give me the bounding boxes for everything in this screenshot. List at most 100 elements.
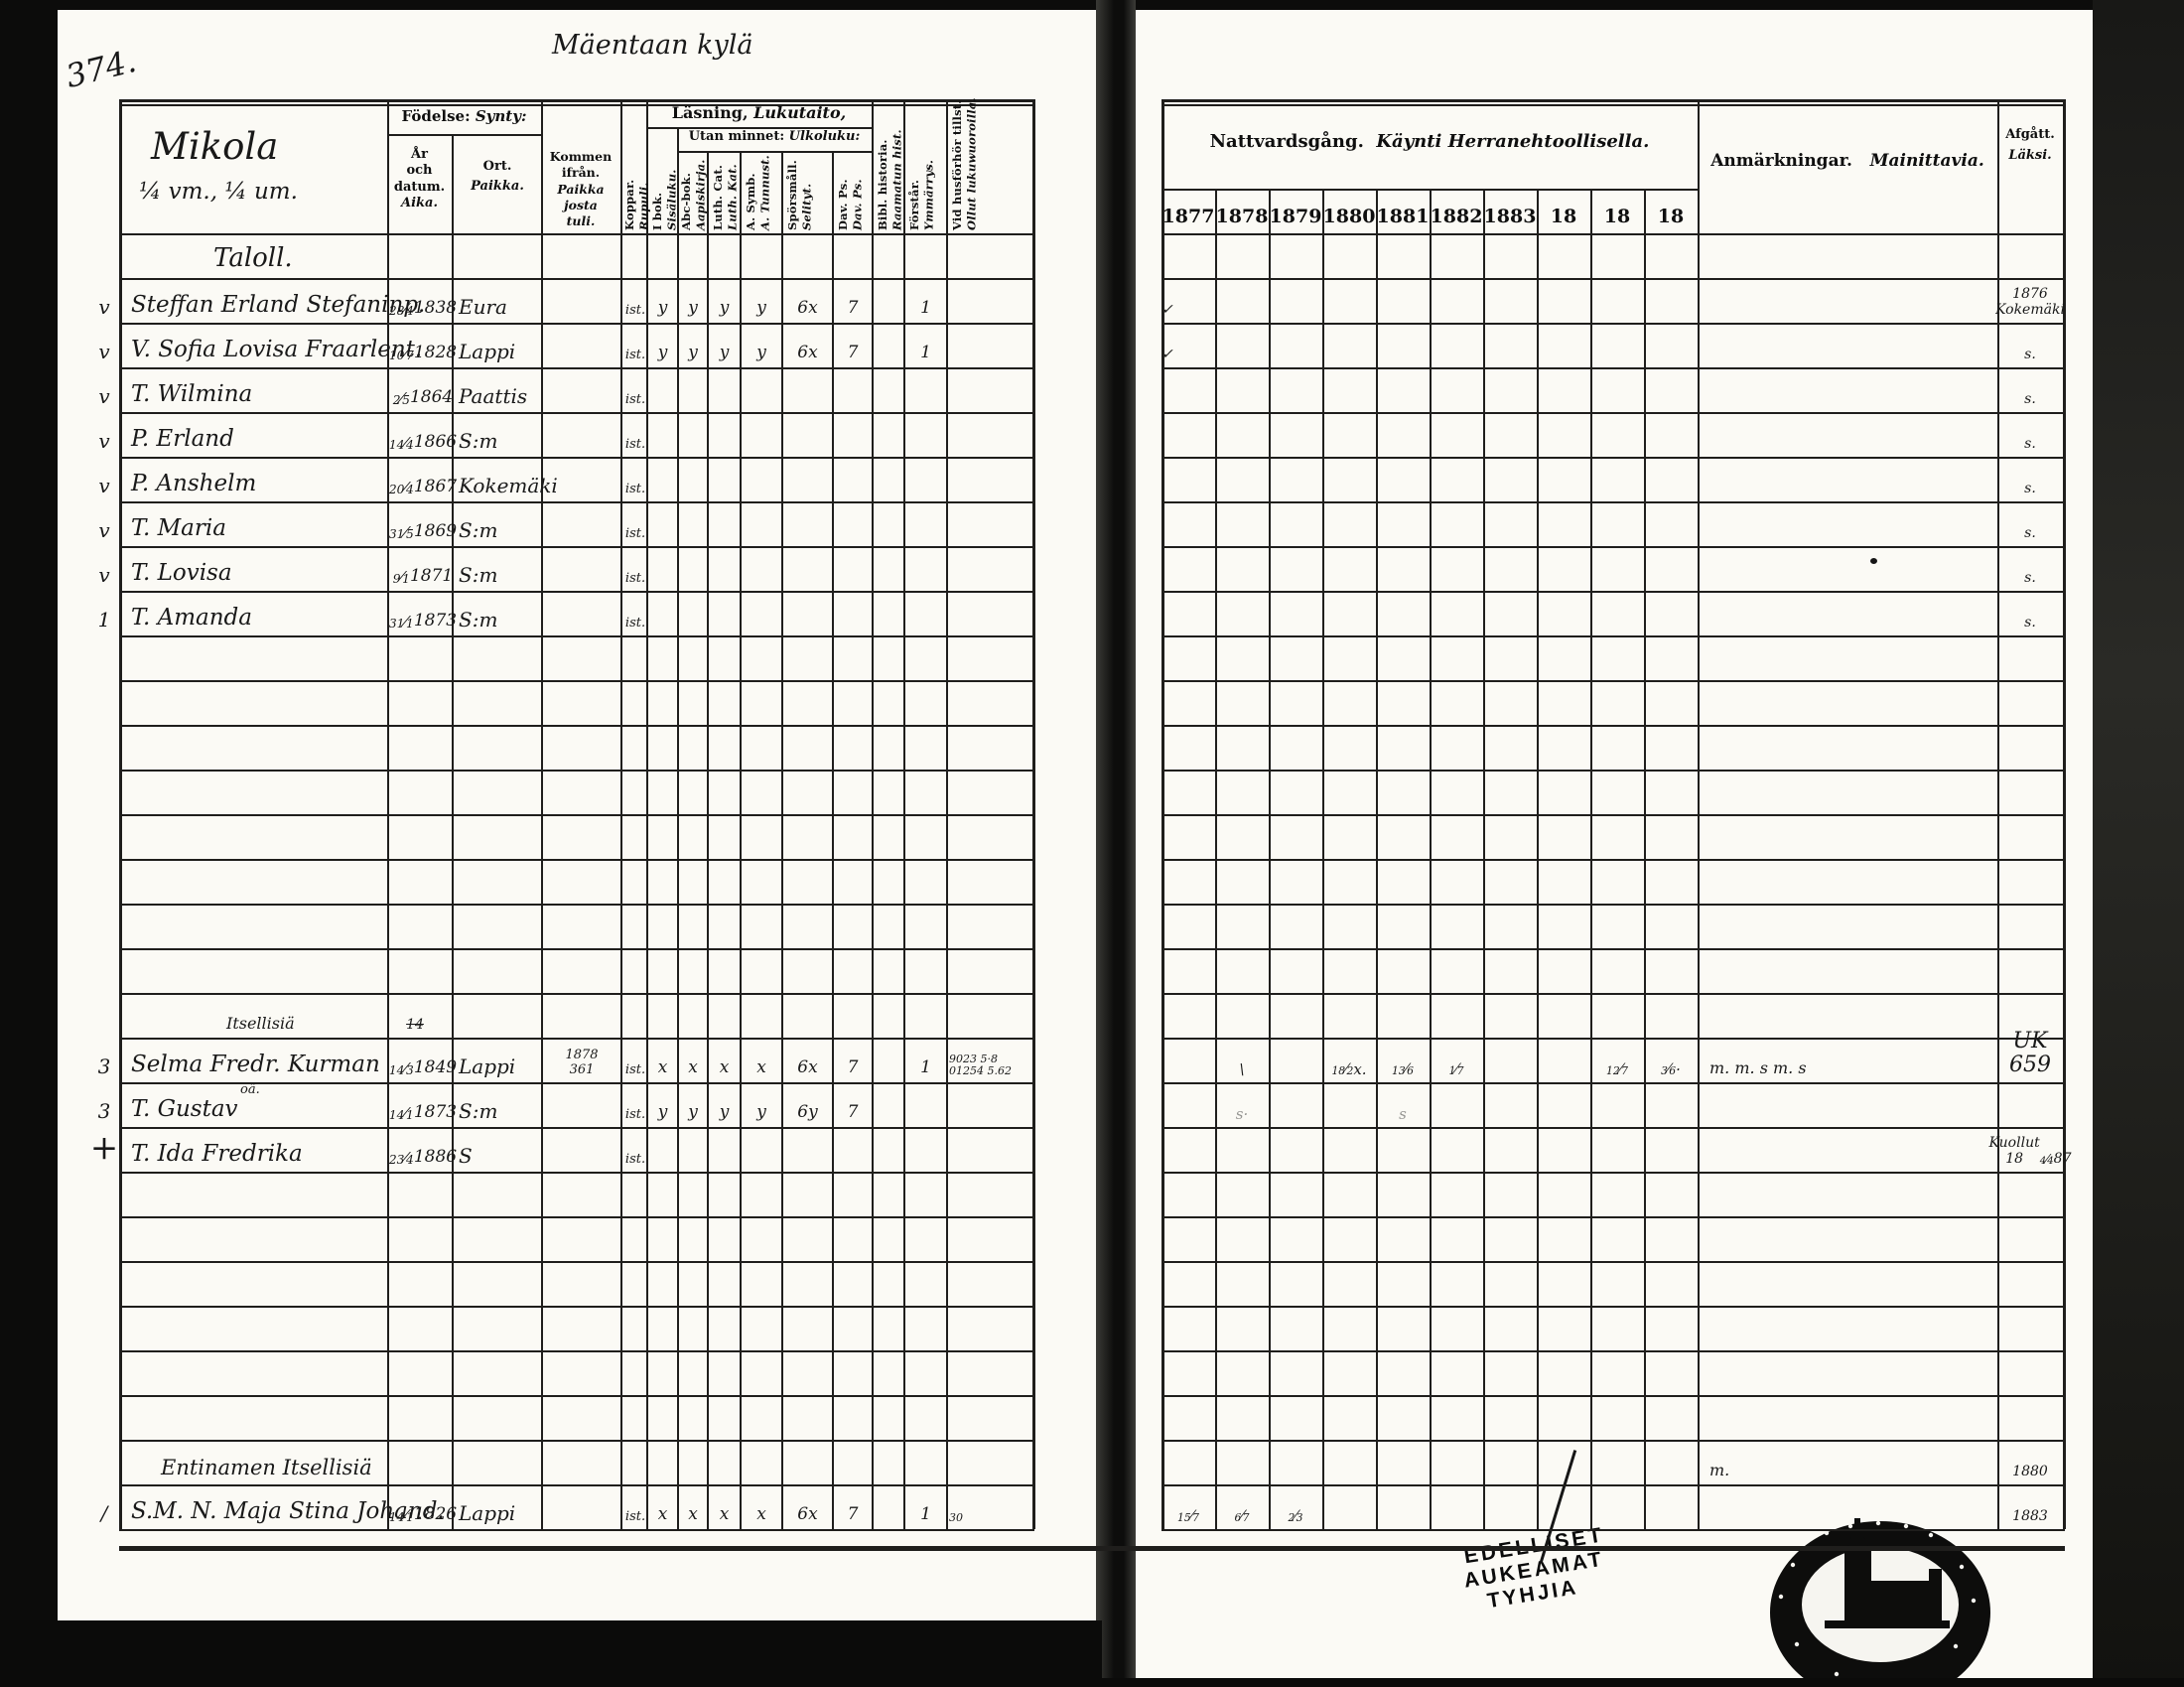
rule-h — [119, 412, 1034, 414]
row-2-year-0: ✓ — [1161, 346, 1173, 362]
row-18-abc: x — [688, 1057, 698, 1078]
rule-h — [1161, 904, 2065, 906]
row-20-vacc: ist. — [624, 1151, 646, 1167]
row-28-year-0: 15 ⁄ 7 — [1177, 1508, 1199, 1525]
row-1-born: 28 ⁄ 4 1838 — [388, 298, 458, 319]
row-18-dav: 7 — [847, 1057, 859, 1078]
rule-v — [620, 99, 622, 1529]
row-20-m: + — [89, 1127, 119, 1168]
row-18-luth: x — [719, 1057, 730, 1078]
row-2-symb: y — [756, 343, 766, 363]
rule-h — [119, 591, 1034, 593]
row-19-year-1: s· — [1235, 1104, 1249, 1123]
row-18-year-1: \ — [1239, 1059, 1245, 1078]
rule-v — [946, 99, 948, 1529]
row-8-born: 31 ⁄ 1 1873 — [388, 611, 458, 632]
rule-h — [119, 635, 1034, 637]
rule-h — [119, 680, 1034, 682]
row-28-luth: x — [719, 1504, 730, 1525]
rule-h — [119, 1216, 1034, 1218]
rule-h — [1161, 1350, 2065, 1352]
church-seal-icon — [1770, 1518, 1990, 1687]
came-from-header: Kommen ifrån. Paikka josta tuli. — [549, 149, 613, 228]
departed-header: Afgått. Läksi. — [2005, 127, 2055, 163]
0-header: Abc-bok. Aapiskirja. — [679, 159, 708, 230]
row-7-m: v — [98, 563, 110, 587]
rule-h — [119, 546, 1034, 548]
row-20-name: T. Ida Fredrika — [131, 1140, 303, 1167]
rule-v — [1215, 189, 1217, 1529]
row-18-m: 3 — [97, 1054, 111, 1078]
2-header: A. Symb. A. Tunnust. — [744, 155, 772, 230]
row-28-spo: 6x — [797, 1504, 818, 1525]
rule-h — [1161, 770, 2065, 772]
year-header-0: 1877 — [1161, 206, 1215, 228]
rule-h — [1161, 278, 2065, 280]
rule-v — [1644, 189, 1646, 1529]
row-7-name: T. Lovisa — [131, 559, 232, 586]
rule-h — [1161, 367, 2065, 369]
row-18-year-8: 12 ⁄ 7 — [1606, 1061, 1628, 1078]
rule-h — [119, 770, 1034, 772]
rule-h — [387, 134, 541, 136]
row-4-vacc: ist. — [624, 436, 646, 452]
row-27-rem: m. — [1709, 1461, 1730, 1480]
row-4-dep: s. — [2024, 435, 2036, 452]
row-7-dep: s. — [2024, 569, 2036, 586]
rule-h — [119, 1082, 1034, 1084]
in_book-header: I bok. Sisäluku. — [650, 169, 679, 230]
row-7-born: 9 ⁄ 1 1871 — [392, 566, 454, 587]
rule-v — [646, 99, 648, 1529]
row-18-vacc: ist. — [624, 1061, 646, 1077]
row-4-born: 14 ⁄ 4 1866 — [388, 432, 458, 453]
row-2-place: Lappi — [459, 340, 516, 363]
rule-h — [1161, 725, 2065, 727]
rule-h — [1161, 680, 2065, 682]
rule-h — [1161, 635, 2065, 637]
rule-h — [1161, 1306, 2065, 1308]
row-8-dep: s. — [2024, 614, 2036, 631]
rule-h — [1161, 501, 2065, 503]
row-1-year-0: ✓ — [1161, 301, 1173, 318]
3-header: Spörsmåll. Selityt. — [785, 160, 814, 230]
row-18-spo: 6x — [797, 1057, 818, 1078]
row-18-year-3: 18 ⁄ 2 x. — [1331, 1059, 1367, 1078]
row-1-m: v — [98, 295, 110, 319]
scan-edge-left — [0, 0, 58, 1687]
rule-v — [1997, 99, 1999, 1529]
birth-header: Födelse: Synty: — [387, 107, 541, 125]
row-28-ibok: x — [657, 1504, 668, 1525]
rule-v — [387, 99, 389, 1529]
year-header-9: 18 — [1657, 206, 1685, 228]
row-2-vacc: ist. — [624, 347, 646, 362]
row-28-year-1: 6 ⁄ 7 — [1234, 1508, 1250, 1525]
group-header: Taloll. — [213, 243, 293, 274]
row-5-dep: s. — [2024, 480, 2036, 496]
row-18-year-9: 3 ⁄ 6 · — [1661, 1059, 1681, 1078]
rule-v — [1430, 189, 1432, 1529]
rule-h — [119, 104, 1034, 106]
rule-v — [1161, 99, 1164, 1529]
rule-h — [1161, 412, 2065, 414]
row-6-m: v — [98, 518, 110, 542]
year-header-7: 18 — [1550, 206, 1577, 228]
row-8-place: S:m — [459, 608, 498, 632]
scan-edge-bottom-right — [1102, 1678, 2184, 1687]
rule-h — [1161, 233, 2065, 235]
rule-h — [119, 1127, 1034, 1129]
row-19-year-4: s — [1399, 1104, 1407, 1123]
row-28-dav: 7 — [847, 1504, 859, 1525]
rule-v — [119, 99, 122, 1529]
rule-h — [119, 1395, 1034, 1397]
rule-h — [1161, 591, 2065, 593]
rule-h — [1161, 1395, 2065, 1397]
rule-h — [1161, 1484, 2065, 1486]
row-8-name: T. Amanda — [131, 604, 252, 631]
row-2-m: v — [98, 340, 110, 363]
row-6-place: S:m — [459, 518, 498, 542]
row-18-year-5: 1 ⁄ 7 — [1448, 1061, 1464, 1078]
understands-header: Förstår. Ymmärrys. — [907, 159, 936, 230]
row-28-name: S.M. N. Maja Stina Johand. — [131, 1497, 445, 1524]
row-18-symb: x — [756, 1057, 766, 1078]
